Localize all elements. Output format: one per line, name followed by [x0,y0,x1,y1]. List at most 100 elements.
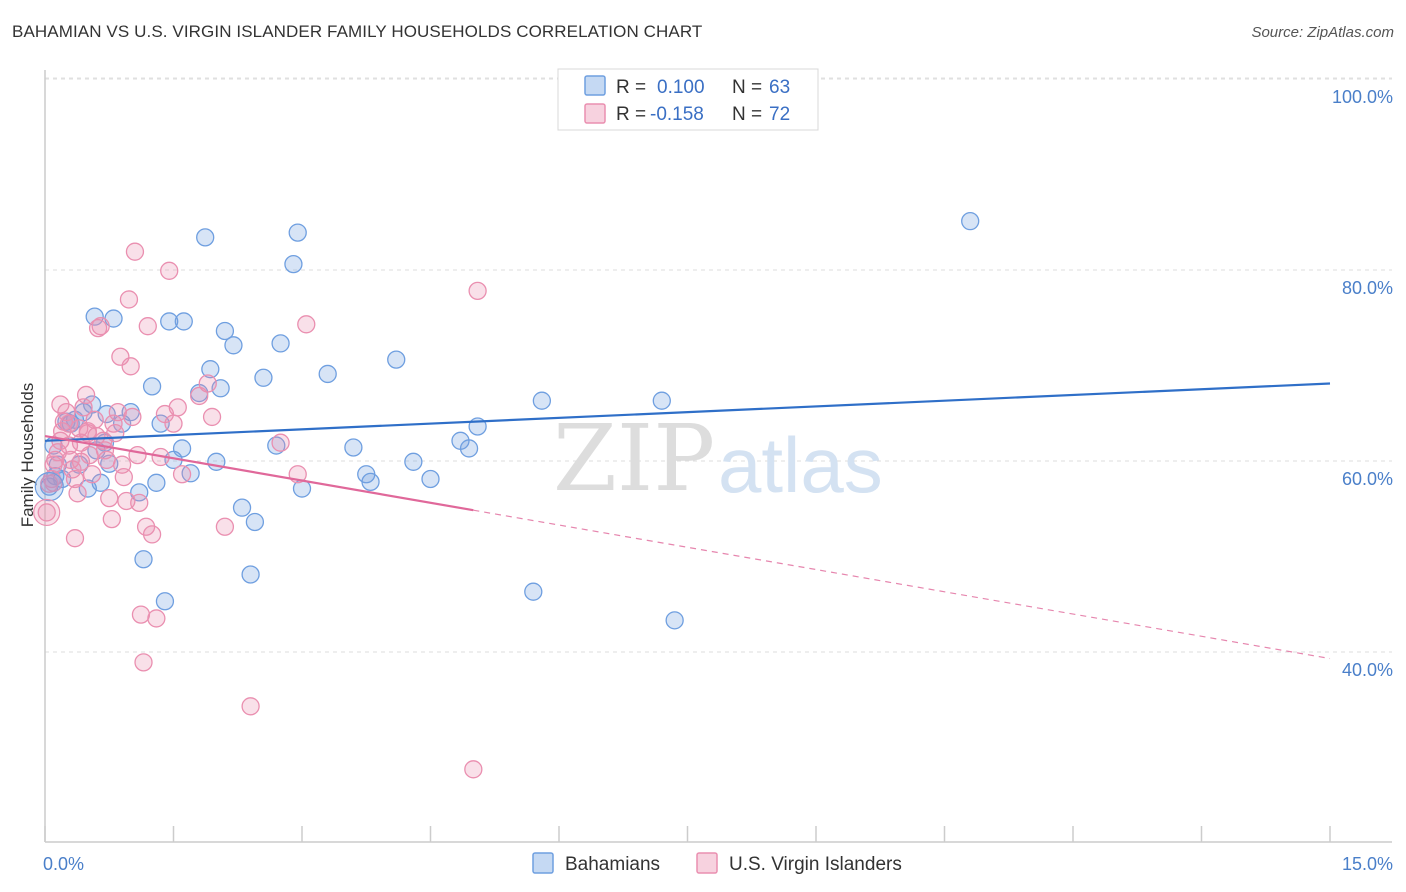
virgin-islander-point [147,609,166,628]
virgin-islander-point [44,473,63,492]
legend-n-value-2: 72 [769,104,790,125]
virgin-islander-point [65,529,85,548]
bahamian-point [344,438,363,457]
virgin-islander-point [106,424,125,443]
legend-swatch-bahamians [584,75,606,96]
legend-r-value-2: -0.158 [650,104,704,125]
virgin-islander-point [65,469,85,489]
bahamian-point [215,321,235,341]
virgin-islander-point [128,445,147,465]
grid-lines [45,77,1392,653]
bahamian-point [142,377,162,396]
virgin-islander-point [51,395,70,414]
legend-n-label-1: N = [732,77,762,98]
virgin-islander-point [125,242,145,261]
virgin-islander-point [131,605,151,624]
bahamian-point [232,498,252,517]
bahamian-point [134,550,153,569]
trend-line-virgin-islanders [44,434,474,512]
watermark: ZIP atlas [553,405,883,512]
virgin-islander-point [134,653,153,672]
chart-title: BAHAMIAN VS U.S. VIRGIN ISLANDER FAMILY … [12,22,703,41]
bahamian-point [271,334,290,353]
bahamian-point [155,592,175,611]
virgin-islander-point [198,374,217,393]
virgin-islander-point [168,398,187,417]
virgin-islander-point [78,424,97,443]
legend-r-value-1: 0.100 [657,77,705,98]
bahamian-point [130,483,149,502]
bahamian-point [172,439,192,458]
correlation-legend: R = 0.100 N = 63 R = -0.158 N = 72 [557,68,819,131]
bahamian-point [532,391,552,410]
virgin-islander-point [91,317,110,336]
virgin-islander-point [190,386,209,406]
series-legend-bahamians: Bahamians [565,854,660,875]
bahamian-point [361,472,380,492]
virgin-islander-point [82,465,102,484]
bahamian-point [241,565,260,584]
bahamian-point [284,254,303,274]
virgin-islander-point [119,290,139,309]
trend-lines [44,382,1331,660]
legend-r-label-2: R = [616,104,646,125]
series-legend-virgin-islanders: U.S. Virgin Islanders [729,854,902,875]
y-tick-label: 100.0% [1332,87,1393,107]
virgin-islander-point [88,318,108,338]
virgin-islander-point [59,414,79,433]
virgin-islander-point [108,402,127,422]
virgin-islander-point [172,465,192,484]
virgin-islander-point [114,467,133,487]
y-tick-label: 60.0% [1342,469,1393,489]
virgin-islander-point [121,357,140,376]
virgin-islander-point [71,452,91,471]
legend-n-value-1: 63 [769,77,790,98]
virgin-islander-point [241,697,260,716]
virgin-islander-point [97,450,116,470]
bahamian-point [524,582,543,601]
watermark-zip: ZIP [553,405,715,512]
bahamian-point [459,439,479,458]
bahamian-point [404,452,423,471]
bahamian-point [421,469,440,489]
bahamian-point [318,364,337,384]
bahamian-point [652,391,671,410]
tick-labels: 100.0% 80.0% 60.0% 40.0% 0.0% 15.0% [43,87,1393,874]
virgin-islander-point [37,503,56,522]
bahamian-point [174,312,193,331]
y-tick-label: 40.0% [1342,660,1393,680]
virgin-islander-point [164,414,183,433]
virgin-islander-point [271,433,290,452]
bahamian-point [254,368,273,387]
bahamian-point [224,336,243,355]
series-legend: Bahamians U.S. Virgin Islanders [532,852,902,875]
x-tick-label: 0.0% [43,854,84,874]
legend-swatch-virgin-islanders [584,103,606,124]
virgin-islander-point [123,407,142,427]
virgin-islander-point [215,517,235,536]
bahamian-point [387,350,406,369]
bahamian-point [85,307,104,326]
y-tick-label: 80.0% [1342,278,1393,298]
virgin-islander-point [68,484,87,503]
virgin-islander-point [297,315,316,334]
virgin-islander-point [138,317,157,336]
virgin-islander-point [76,385,96,405]
trend-line-bahamians [44,382,1331,442]
bahamian-point [151,414,170,433]
virgin-islander-point [142,525,162,544]
legend-n-label-2: N = [732,104,762,125]
data-points [33,211,980,779]
bahamian-point [665,611,684,630]
trend-line-extension [473,509,1331,660]
virgin-islander-point [130,493,149,513]
x-tick-label: 15.0% [1342,854,1393,874]
virgin-islander-point [160,261,179,280]
bahamian-point [147,473,166,492]
virgin-islander-point [102,509,121,529]
bahamian-point [34,472,64,502]
virgin-islander-point [100,488,119,508]
legend-r-label-1: R = [616,77,646,98]
watermark-atlas: atlas [718,421,883,509]
